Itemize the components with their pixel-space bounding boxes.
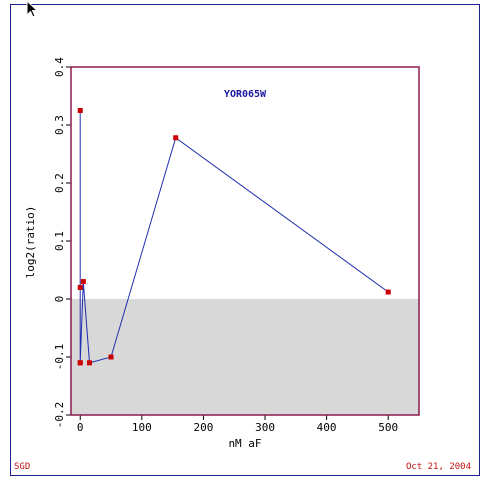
chart-frame [10,4,480,476]
y-axis-label: log2(ratio) [24,206,37,279]
chart-title: YOR065W [224,89,267,100]
x-tick-label: 0 [77,421,84,434]
data-point [77,284,83,290]
y-tick-label: 0.1 [53,231,66,251]
y-tick-label: -0.1 [53,344,66,371]
plot-area: 0 100 200 300 400 500 -0.2 -0.1 0 0.1 0.2 0.3 0.4 [53,57,420,434]
data-point [86,360,92,366]
negative-region-shade [71,299,419,415]
x-axis-label: nM aF [228,437,261,450]
y-tick-label: -0.2 [53,402,66,429]
x-tick-label: 400 [317,421,337,434]
data-point [77,108,83,113]
plot-border [70,66,420,416]
y-tick-label: 0.2 [53,173,66,193]
y-tick-label: 0 [53,296,66,303]
series-line [79,110,389,364]
y-tick-label: 0.3 [53,115,66,135]
footer-source: SGD [14,462,31,472]
footer-date: Oct 21, 2004 [405,462,471,472]
data-point [385,289,391,295]
data-point [108,354,114,360]
data-point [80,279,86,285]
data-point [173,135,179,141]
x-tick-label: 500 [378,421,398,434]
y-tick-label: 0.4 [53,57,66,77]
x-tick-label: 200 [193,421,213,434]
x-tick-label: 100 [132,421,152,434]
x-tick-label: 300 [255,421,275,434]
mouse-pointer-icon [26,0,39,18]
data-point [77,360,83,366]
